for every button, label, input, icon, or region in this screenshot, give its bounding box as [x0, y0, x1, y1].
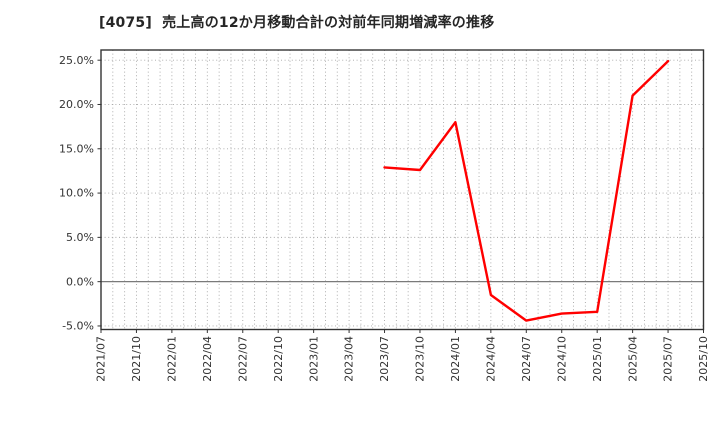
x-tick-label: 2025/10 — [697, 336, 710, 382]
y-tick-label: 20.0% — [59, 98, 94, 111]
y-tick-label: 5.0% — [66, 231, 94, 244]
x-tick-label: 2025/07 — [662, 336, 675, 382]
y-tick-label: 10.0% — [59, 187, 94, 200]
x-tick-label: 2022/07 — [236, 336, 249, 382]
y-tick-label: 15.0% — [59, 142, 94, 155]
x-tick-label: 2022/04 — [201, 336, 214, 382]
x-tick-label: 2021/10 — [130, 336, 143, 382]
x-tick-label: 2022/10 — [272, 336, 285, 382]
x-tick-label: 2024/07 — [520, 336, 533, 382]
x-tick-label: 2025/01 — [591, 336, 604, 382]
x-tick-label: 2023/07 — [378, 336, 391, 382]
x-tick-label: 2023/01 — [307, 336, 320, 382]
x-tick-label: 2023/10 — [414, 336, 427, 382]
x-tick-label: 2024/01 — [449, 336, 462, 382]
y-tick-label: 0.0% — [66, 275, 94, 288]
plot-border — [100, 49, 705, 331]
x-tick-label: 2021/07 — [95, 336, 108, 382]
x-tick-label: 2025/04 — [626, 336, 639, 382]
x-tick-label: 2023/04 — [343, 336, 356, 382]
y-tick-label: -5.0% — [62, 320, 94, 333]
x-tick-label: 2024/04 — [484, 336, 497, 382]
data-line — [383, 59, 670, 322]
x-tick-label: 2022/01 — [166, 336, 179, 382]
x-tick-label: 2024/10 — [555, 336, 568, 382]
y-tick-label: 25.0% — [59, 54, 94, 67]
chart-title: [4075] 売上高の12か月移動合計の対前年同期増減率の推移 — [99, 15, 495, 31]
